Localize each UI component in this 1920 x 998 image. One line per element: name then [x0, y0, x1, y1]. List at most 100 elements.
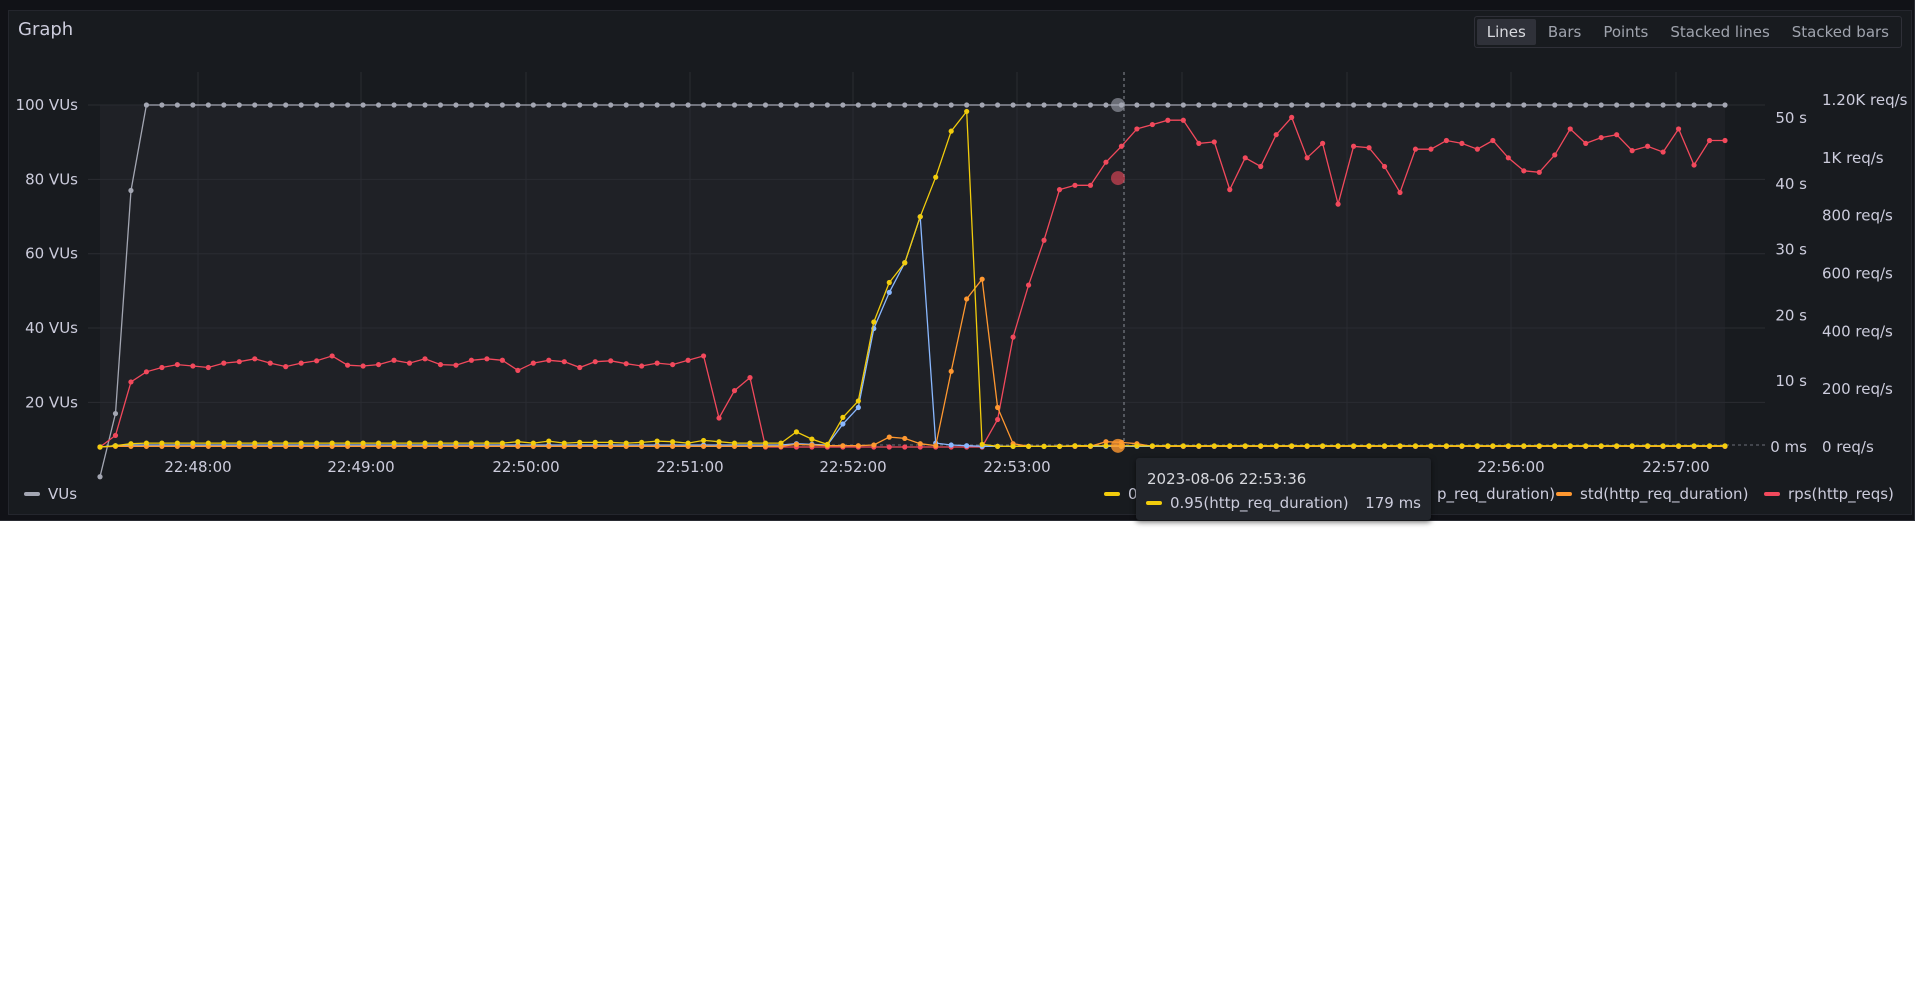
- data-point-vus: [1459, 102, 1465, 108]
- data-point-vus: [685, 102, 691, 108]
- legend-item-avg[interactable]: p_req_duration): [1437, 485, 1555, 503]
- data-point-p95: [1428, 443, 1434, 449]
- y3-axis-tick-label: 800 req/s: [1822, 207, 1893, 225]
- data-point-vus: [267, 102, 273, 108]
- data-point-p95: [1691, 443, 1697, 449]
- tooltip-series-name: 0.95(http_req_duration): [1170, 494, 1349, 512]
- data-point-rps: [1521, 168, 1527, 174]
- y3-axis-tick-label: 1.20K req/s: [1822, 91, 1908, 109]
- data-point-p95: [592, 439, 598, 445]
- data-point-vus: [855, 102, 861, 108]
- data-point-p95: [1180, 443, 1186, 449]
- mode-stacked-bars[interactable]: Stacked bars: [1791, 23, 1889, 41]
- data-point-p95: [1366, 443, 1372, 449]
- mode-lines[interactable]: Lines: [1476, 19, 1536, 45]
- data-point-vus: [360, 102, 366, 108]
- data-point-p95: [1242, 443, 1248, 449]
- data-point-p95: [1103, 443, 1109, 449]
- data-point-p95: [252, 440, 258, 446]
- data-point-rps: [360, 363, 366, 369]
- data-point-rps: [1552, 152, 1558, 158]
- data-point-rps: [1706, 137, 1713, 144]
- data-point-rps: [1335, 201, 1341, 207]
- data-point-rps: [174, 361, 180, 368]
- y2-axis-tick-label: 50 s: [1775, 109, 1807, 127]
- y-axis-tick-label: 60 VUs: [25, 245, 78, 263]
- data-point-rps: [1412, 146, 1419, 152]
- data-point-rps: [1258, 163, 1264, 170]
- data-point-std: [515, 443, 521, 449]
- data-point-p95: [499, 440, 505, 446]
- data-point-vus: [1103, 102, 1109, 108]
- legend-item-p95[interactable]: 0: [1104, 485, 1138, 503]
- legend-label-vus: VUs: [48, 485, 78, 503]
- data-point-rps: [1025, 282, 1032, 288]
- data-point-p95: [809, 436, 815, 442]
- data-point-vus: [1258, 102, 1264, 108]
- data-point-vus: [902, 102, 908, 108]
- data-point-p95: [917, 214, 923, 220]
- legend-item-rps[interactable]: rps(http_reqs): [1764, 485, 1894, 503]
- x-axis-tick-label: 22:56:00: [1477, 458, 1544, 476]
- data-point-std: [917, 441, 923, 447]
- data-point-rps: [437, 361, 444, 368]
- data-point-p95: [855, 398, 861, 404]
- y2-axis-tick-label: 40 s: [1775, 175, 1807, 193]
- data-point-rps: [1010, 334, 1016, 340]
- data-point-rps: [902, 444, 908, 450]
- x-axis-tick-label: 22:49:00: [327, 458, 394, 476]
- data-point-rps: [345, 362, 351, 368]
- data-point-vus: [283, 102, 289, 108]
- legend-item-std[interactable]: std(http_req_duration): [1556, 485, 1748, 503]
- data-point-vus: [1134, 102, 1140, 108]
- data-point-vus: [1335, 102, 1341, 108]
- data-point-std: [577, 443, 583, 449]
- data-point-vus: [871, 102, 877, 108]
- data-point-p95: [453, 440, 459, 446]
- data-point-rps: [1118, 143, 1125, 149]
- data-point-p95: [1567, 443, 1573, 449]
- data-point-p95: [1258, 443, 1264, 449]
- hover-marker-rps: [1111, 171, 1125, 186]
- data-point-vus: [1072, 102, 1078, 108]
- hover-tooltip: 2023-08-06 22:53:36 0.95(http_req_durati…: [1136, 458, 1431, 520]
- data-point-vus: [1660, 102, 1666, 108]
- data-point-rps: [608, 358, 614, 364]
- data-point-p95: [437, 440, 444, 446]
- y-axis-tick-label: 40 VUs: [25, 319, 78, 337]
- data-point-p95: [1041, 443, 1047, 449]
- mode-bars[interactable]: Bars: [1547, 23, 1582, 41]
- data-point-vus: [1521, 102, 1527, 108]
- data-point-vus: [1397, 102, 1403, 108]
- data-point-p95: [561, 440, 567, 446]
- data-point-rps: [190, 363, 196, 369]
- time-series-chart[interactable]: 100 VUs 80 VUs 60 VUs 40 VUs 20 VUs 50 s 40 s 3…: [0, 60, 1912, 480]
- data-point-vus: [453, 102, 459, 108]
- data-point-vus: [948, 102, 954, 108]
- legend-swatch-std: [1556, 492, 1572, 496]
- data-point-std: [948, 368, 954, 374]
- data-point-rps: [1196, 140, 1202, 146]
- data-point-vus: [97, 474, 103, 480]
- data-point-rps: [1629, 148, 1635, 154]
- data-point-vus: [747, 102, 753, 108]
- data-point-vus: [824, 102, 830, 108]
- data-point-vus: [329, 102, 335, 108]
- data-point-avg: [964, 443, 970, 449]
- data-point-vus: [406, 102, 413, 108]
- mode-stacked-lines[interactable]: Stacked lines: [1670, 23, 1770, 41]
- data-point-rps: [685, 357, 691, 363]
- data-point-p95: [1335, 443, 1341, 449]
- data-point-vus: [391, 102, 397, 108]
- chart-legend: VUs 0 p_req_duration) std(http_req_durat…: [0, 485, 1912, 511]
- legend-item-vus[interactable]: VUs: [24, 485, 77, 503]
- mode-points[interactable]: Points: [1603, 23, 1649, 41]
- data-point-rps: [995, 416, 1001, 423]
- data-point-vus: [1350, 102, 1357, 108]
- data-point-rps: [1180, 117, 1186, 123]
- data-point-p95: [360, 440, 366, 446]
- data-point-p95: [886, 279, 892, 286]
- data-point-rps: [1165, 117, 1171, 123]
- data-point-p95: [793, 429, 800, 435]
- data-point-p95: [484, 440, 490, 446]
